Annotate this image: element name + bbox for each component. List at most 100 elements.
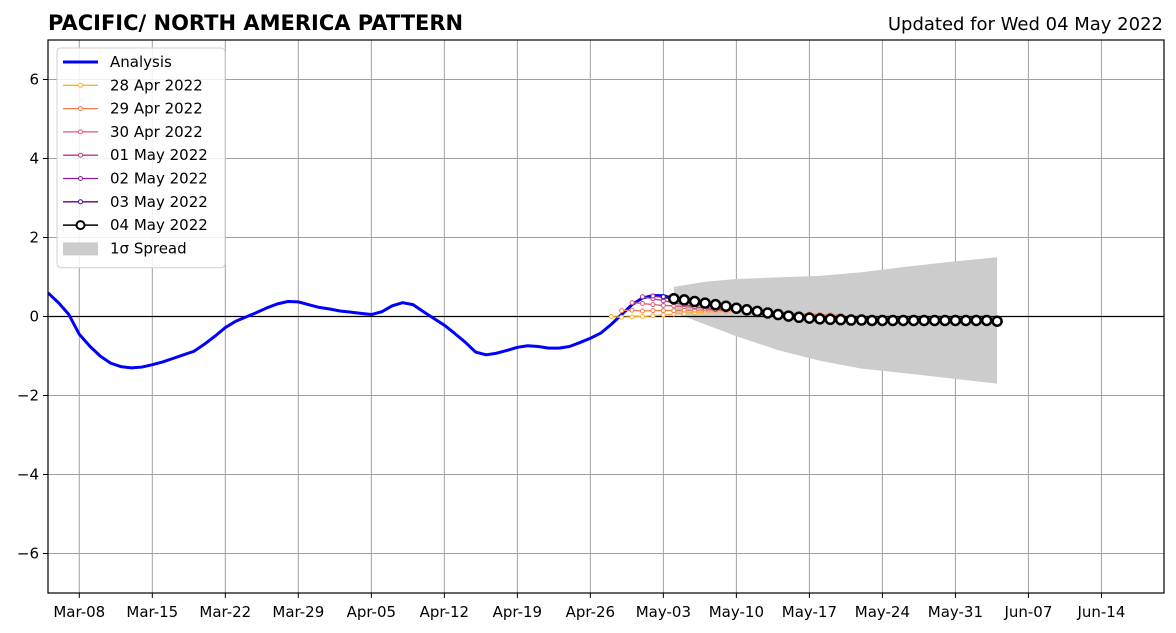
forecast-point: [887, 314, 899, 327]
x-tick-label: Apr-05: [347, 603, 397, 621]
legend-entry: 01 May 2022: [63, 146, 208, 164]
chart-title: PACIFIC/ NORTH AMERICA PATTERN: [48, 11, 463, 35]
forecast-point: [855, 314, 868, 326]
y-tick-label: −2: [17, 387, 39, 405]
legend-label: 29 Apr 2022: [110, 100, 203, 118]
forecast-point: [608, 314, 614, 319]
forecast-point: [709, 298, 722, 311]
y-tick-label: −6: [17, 545, 39, 563]
forecast-point: [949, 314, 962, 327]
x-tick-label: May-03: [636, 603, 691, 621]
forecast-point: [939, 314, 951, 327]
legend-marker: [78, 129, 83, 135]
forecast-point: [640, 308, 646, 314]
x-tick-label: May-24: [855, 603, 910, 621]
forecast-point: [650, 313, 656, 319]
forecast-point: [730, 302, 743, 314]
plot-area: −6 −4 −2 0 2 4 6 Mar-08 Mar-15 Mar-22 Mar-29 Apr-05…: [17, 39, 1165, 621]
y-tick-label: 6: [29, 71, 39, 89]
forecast-point: [660, 312, 666, 318]
legend-entry: 1σ Spread: [63, 239, 187, 257]
legend-entry: 30 Apr 2022: [63, 123, 203, 141]
legend-entry: Analysis: [63, 53, 172, 71]
forecast-point: [928, 314, 941, 327]
x-tick-label: Jun-07: [1003, 603, 1052, 621]
series-group: [48, 291, 1003, 370]
legend-entry: 03 May 2022: [63, 193, 208, 211]
forecast-point: [619, 308, 625, 314]
forecast-point: [671, 308, 677, 314]
forecast-point: [668, 292, 680, 305]
chart-subtitle: Updated for Wed 04 May 2022: [888, 14, 1163, 35]
forecast-series-6: [668, 292, 1003, 327]
y-tick-label: 0: [29, 308, 39, 326]
forecast-point: [845, 314, 857, 326]
forecast-point: [699, 297, 711, 309]
forecast-point: [688, 295, 701, 308]
legend-entry: 28 Apr 2022: [63, 76, 203, 94]
x-tick-label: Mar-15: [126, 603, 178, 621]
forecast-point: [897, 314, 910, 327]
legend-entry: 02 May 2022: [63, 170, 208, 188]
forecast-point: [772, 308, 784, 321]
x-tick-label: Apr-26: [566, 603, 616, 621]
legend-swatch: [63, 242, 98, 256]
forecast-point: [876, 314, 889, 327]
legend-label: 01 May 2022: [110, 146, 208, 164]
legend-label: Analysis: [110, 53, 172, 71]
forecast-point: [782, 310, 795, 322]
forecast-point: [640, 294, 646, 300]
forecast-point: [980, 314, 993, 327]
forecast-point: [660, 302, 666, 308]
legend-box: [56, 47, 226, 269]
legend-label: 04 May 2022: [110, 216, 208, 234]
forecast-point: [660, 308, 666, 314]
forecast-point: [650, 293, 656, 299]
forecast-point: [678, 294, 690, 306]
y-tick-label: −4: [17, 466, 39, 484]
forecast-point: [991, 315, 1003, 327]
forecast-point: [640, 314, 646, 319]
forecast-point: [741, 304, 753, 316]
forecast-point: [814, 313, 826, 325]
forecast-point: [761, 307, 774, 319]
forecast-point: [629, 300, 635, 306]
forecast-point: [793, 311, 805, 324]
legend-label: 02 May 2022: [110, 170, 208, 188]
forecast-point: [720, 300, 732, 312]
forecast-point: [866, 314, 878, 327]
legend-entry: 04 May 2022: [63, 216, 208, 234]
x-tick-label: May-10: [709, 603, 764, 621]
forecast-point: [803, 312, 816, 324]
x-tick-label: Jun-14: [1076, 603, 1125, 621]
forecast-point: [751, 305, 763, 318]
x-tick-label: May-31: [928, 603, 983, 621]
forecast-point: [834, 313, 847, 326]
legend-marker: [78, 176, 83, 181]
y-tick-label: 4: [29, 150, 39, 168]
forecast-point: [824, 313, 836, 326]
legend-entry: 29 Apr 2022: [63, 100, 203, 118]
legend-label: 03 May 2022: [110, 193, 208, 211]
x-tick-label: Mar-08: [53, 603, 105, 621]
x-tick-label: May-17: [782, 603, 837, 621]
forecast-point: [640, 300, 646, 306]
legend-marker: [75, 220, 86, 231]
x-tick-label: Apr-19: [493, 603, 543, 621]
legend-marker: [78, 152, 83, 158]
forecast-point: [918, 314, 930, 327]
forecast-point: [650, 302, 656, 308]
forecast-point: [907, 314, 920, 327]
legend-marker: [78, 82, 83, 88]
forecast-point: [960, 314, 972, 327]
x-tick-label: Mar-22: [199, 603, 251, 621]
forecast-point: [629, 307, 635, 313]
analysis-line: [48, 291, 675, 370]
forecast-point: [650, 308, 656, 314]
legend-marker: [78, 199, 83, 205]
legend-label: 30 Apr 2022: [110, 123, 203, 141]
x-tick-label: Apr-12: [420, 603, 470, 621]
x-tick-label: Mar-29: [272, 603, 324, 621]
y-tick-label: 2: [29, 229, 39, 247]
